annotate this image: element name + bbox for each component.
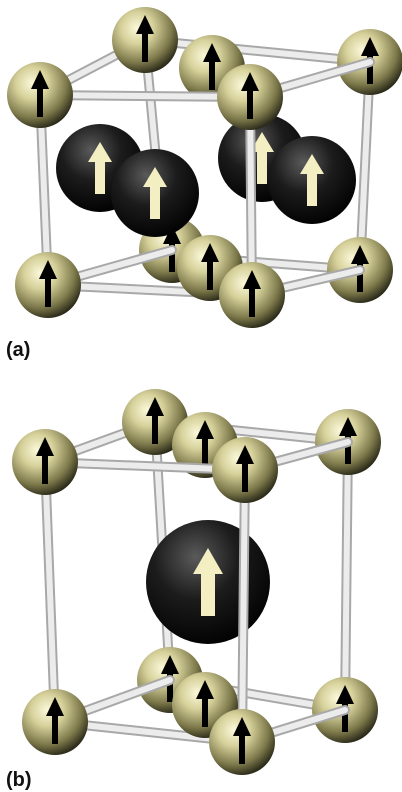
panel-label: (a) [6,339,30,361]
rod [345,442,348,710]
atom [217,64,283,130]
atom [22,689,88,755]
crystal-figure: (a) [0,0,402,792]
atom [112,7,178,73]
rod [242,470,245,742]
panel-label: (b) [6,769,32,791]
panel-b: (b) [6,389,381,791]
dark-atom [111,149,199,237]
atom [209,709,275,775]
atom [219,262,285,328]
atom [212,437,278,503]
dark-atom [268,136,356,224]
dark-atom [146,520,270,644]
page: {"panels": [{"label": "(a)"}, {"label": … [0,0,402,792]
rod [145,40,370,62]
atom [12,429,78,495]
atom [15,252,81,318]
atom [7,62,73,128]
panel-a: (a) [6,7,402,361]
